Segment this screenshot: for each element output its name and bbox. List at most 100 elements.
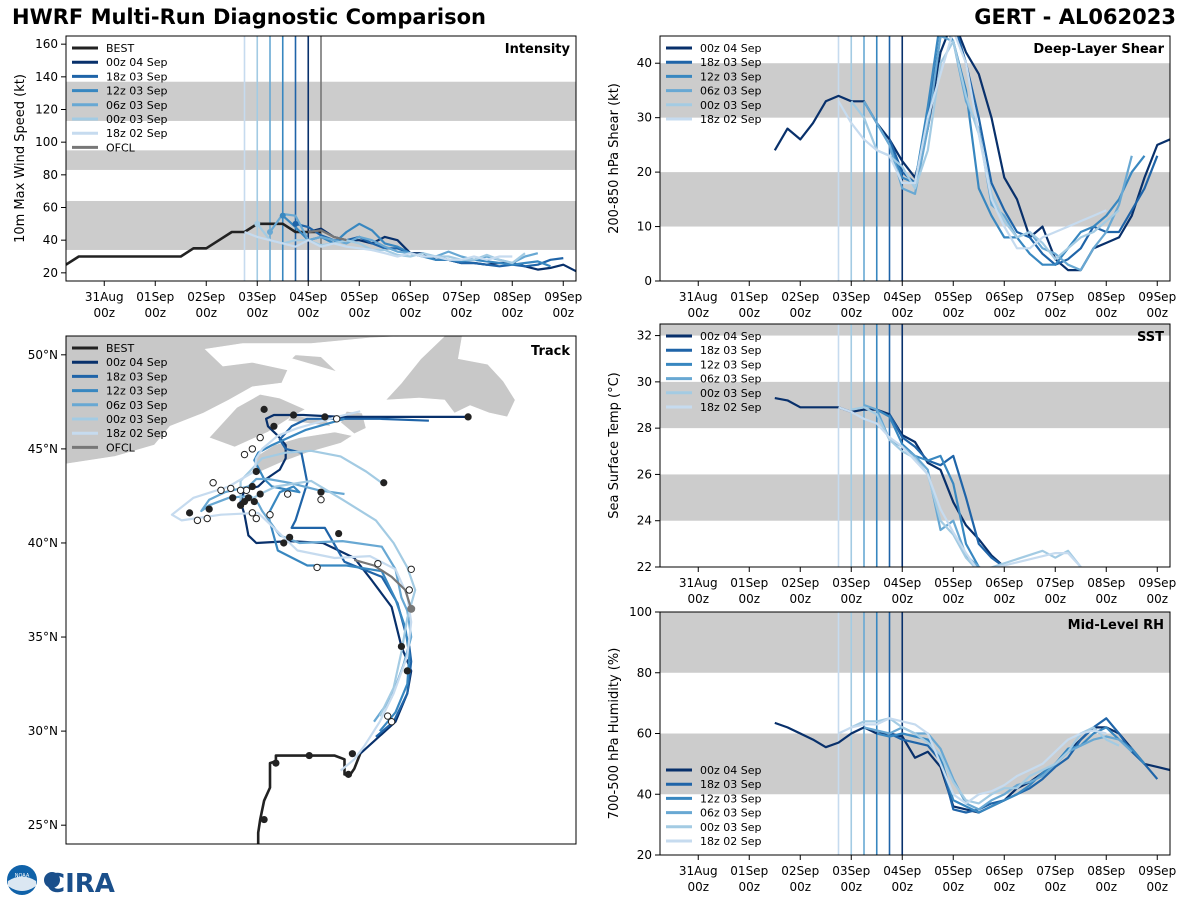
x-tick-label: 01Sep xyxy=(730,576,768,590)
x-tick-label: 04Sep xyxy=(289,290,327,304)
track-marker xyxy=(252,514,260,523)
y-tick-label: 100 xyxy=(629,605,652,619)
legend-label: 18z 02 Sep xyxy=(700,113,762,126)
legend-label: OFCL xyxy=(106,141,136,154)
legend-label: 12z 03 Sep xyxy=(106,85,168,98)
x-tick-label: 03Sep xyxy=(832,864,870,878)
y-axis-label: Sea Surface Temp (°C) xyxy=(607,372,622,519)
track-marker xyxy=(344,770,353,778)
x-tick-label: 06Sep xyxy=(985,290,1023,304)
y-tick-label: 60 xyxy=(637,727,652,741)
figure-title: HWRF Multi-Run Diagnostic Comparison xyxy=(12,5,487,29)
x-tick-label: 00z xyxy=(789,880,811,894)
x-tick-label: 02Sep xyxy=(781,864,819,878)
x-tick-label: 00z xyxy=(993,592,1015,606)
legend-label: 18z 02 Sep xyxy=(106,127,168,140)
track-marker xyxy=(229,494,237,502)
x-tick-label: 00z xyxy=(1044,880,1066,894)
panel-title: Mid-Level RH xyxy=(1068,618,1164,633)
x-tick-label: 07Sep xyxy=(1036,576,1074,590)
series-marker xyxy=(292,220,299,227)
legend-label: 00z 04 Sep xyxy=(700,42,762,55)
x-tick-label: 00z xyxy=(687,592,709,606)
x-tick-label: 00z xyxy=(399,306,421,320)
x-tick-label: 06Sep xyxy=(985,864,1023,878)
legend-label: 00z 03 Sep xyxy=(700,99,762,112)
series-line xyxy=(838,406,1082,567)
y-tick-label: 10 xyxy=(637,220,652,234)
x-tick-label: 04Sep xyxy=(883,290,921,304)
track-marker xyxy=(217,486,225,494)
axes-frame xyxy=(659,35,1171,282)
y-tick-label: 30 xyxy=(637,375,652,389)
track-marker xyxy=(203,514,211,523)
x-tick-label: 04Sep xyxy=(883,864,921,878)
x-tick-label: 00z xyxy=(942,592,964,606)
plot-area xyxy=(660,324,1170,567)
legend-label: 18z 02 Sep xyxy=(700,401,762,414)
x-tick-label: 06Sep xyxy=(391,290,429,304)
series-line xyxy=(244,230,513,261)
x-tick-label: 00z xyxy=(738,880,760,894)
x-tick-label: 00z xyxy=(687,306,709,320)
y-tick-label: 40 xyxy=(637,56,652,70)
y-tick-label: 40 xyxy=(637,787,652,801)
x-tick-label: 03Sep xyxy=(238,290,276,304)
x-tick-label: 00z xyxy=(687,880,709,894)
x-tick-label: 07Sep xyxy=(1036,290,1074,304)
lat-tick-label: 40°N xyxy=(28,536,58,550)
track-marker xyxy=(407,565,415,574)
legend-label: BEST xyxy=(106,42,134,55)
plot-area xyxy=(660,36,1170,281)
map-frame xyxy=(65,335,577,845)
y-tick-label: 30 xyxy=(637,111,652,125)
x-tick-label: 31Aug xyxy=(679,864,718,878)
x-tick-label: 00z xyxy=(1146,880,1168,894)
track-marker xyxy=(227,484,235,493)
plot-area xyxy=(660,612,1170,855)
legend-label: 12z 03 Sep xyxy=(700,358,762,371)
track-marker xyxy=(236,501,245,509)
series-line xyxy=(863,36,1133,272)
x-tick-label: 05Sep xyxy=(340,290,378,304)
track-marker xyxy=(305,751,313,760)
track-marker xyxy=(383,712,392,720)
track-marker xyxy=(289,411,298,419)
x-tick-label: 09Sep xyxy=(1138,576,1176,590)
series-marker xyxy=(254,220,261,227)
track-marker xyxy=(348,750,356,758)
x-tick-label: 00z xyxy=(144,306,166,320)
track-marker xyxy=(270,422,278,430)
y-tick-label: 20 xyxy=(637,165,652,179)
track-marker xyxy=(209,479,217,487)
x-tick-label: 07Sep xyxy=(442,290,480,304)
y-tick-label: 24 xyxy=(637,514,652,528)
cira-globe-icon xyxy=(44,872,60,888)
track-line xyxy=(170,410,413,772)
track-line xyxy=(278,417,429,738)
panel-title: SST xyxy=(1137,330,1164,345)
x-tick-label: 02Sep xyxy=(781,576,819,590)
x-tick-label: 00z xyxy=(450,306,472,320)
x-tick-label: 01Sep xyxy=(136,290,174,304)
y-tick-label: 140 xyxy=(35,70,58,84)
lat-tick-label: 50°N xyxy=(28,348,58,362)
track-marker xyxy=(317,488,325,496)
series-line xyxy=(888,413,1005,567)
legend-label: 00z 04 Sep xyxy=(106,356,168,369)
y-tick-label: 60 xyxy=(43,201,58,215)
panel-title: Intensity xyxy=(505,42,571,57)
legend-label: BEST xyxy=(106,342,134,355)
x-tick-label: 09Sep xyxy=(544,290,582,304)
track-marker xyxy=(380,479,388,487)
x-tick-label: 04Sep xyxy=(883,576,921,590)
track-marker xyxy=(250,497,258,506)
x-tick-label: 05Sep xyxy=(934,864,972,878)
legend-label: 06z 03 Sep xyxy=(700,807,762,820)
y-tick-label: 160 xyxy=(35,37,58,51)
y-tick-label: 20 xyxy=(637,848,652,862)
track-marker xyxy=(317,495,325,504)
x-tick-label: 00z xyxy=(1044,592,1066,606)
